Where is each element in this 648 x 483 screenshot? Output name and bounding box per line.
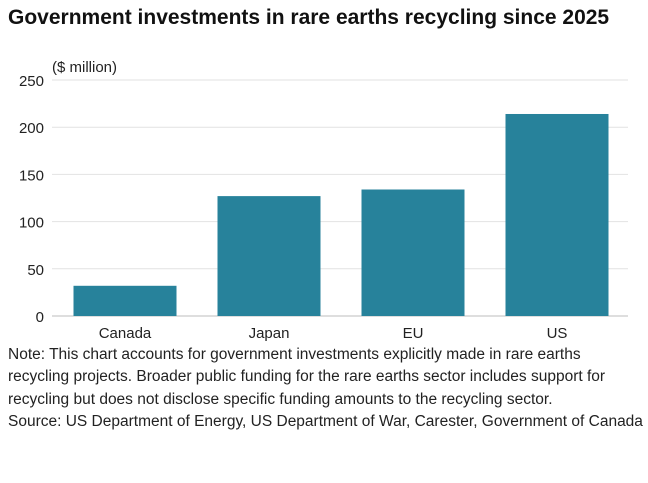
y-tick-label: 100 (19, 215, 44, 232)
bar-eu (361, 189, 465, 316)
bars (73, 113, 609, 316)
y-axis-unit-label: ($ million) (52, 59, 117, 76)
y-tick-label: 0 (36, 309, 44, 326)
bar-japan (217, 196, 321, 316)
x-tick-label: EU (403, 325, 424, 342)
x-tick-label: Japan (249, 325, 290, 342)
y-tick-label: 50 (27, 262, 44, 279)
x-tick-label: Canada (99, 325, 152, 342)
y-axis-ticks: 0 50 100 150 200 250 (19, 73, 44, 326)
source-text: Source: US Department of Energy, US Depa… (8, 413, 643, 431)
y-tick-label: 150 (19, 167, 44, 184)
x-axis-ticks: Canada Japan EU US (99, 325, 568, 342)
chart-notes: Note: This chart accounts for government… (8, 344, 644, 434)
note-text: Note: This chart accounts for government… (8, 346, 606, 408)
x-tick-label: US (547, 325, 568, 342)
y-tick-label: 250 (19, 73, 44, 90)
bar-canada (73, 285, 177, 316)
y-tick-label: 200 (19, 120, 44, 137)
bar-us (505, 113, 609, 316)
chart-title: Government investments in rare earths re… (8, 6, 610, 29)
